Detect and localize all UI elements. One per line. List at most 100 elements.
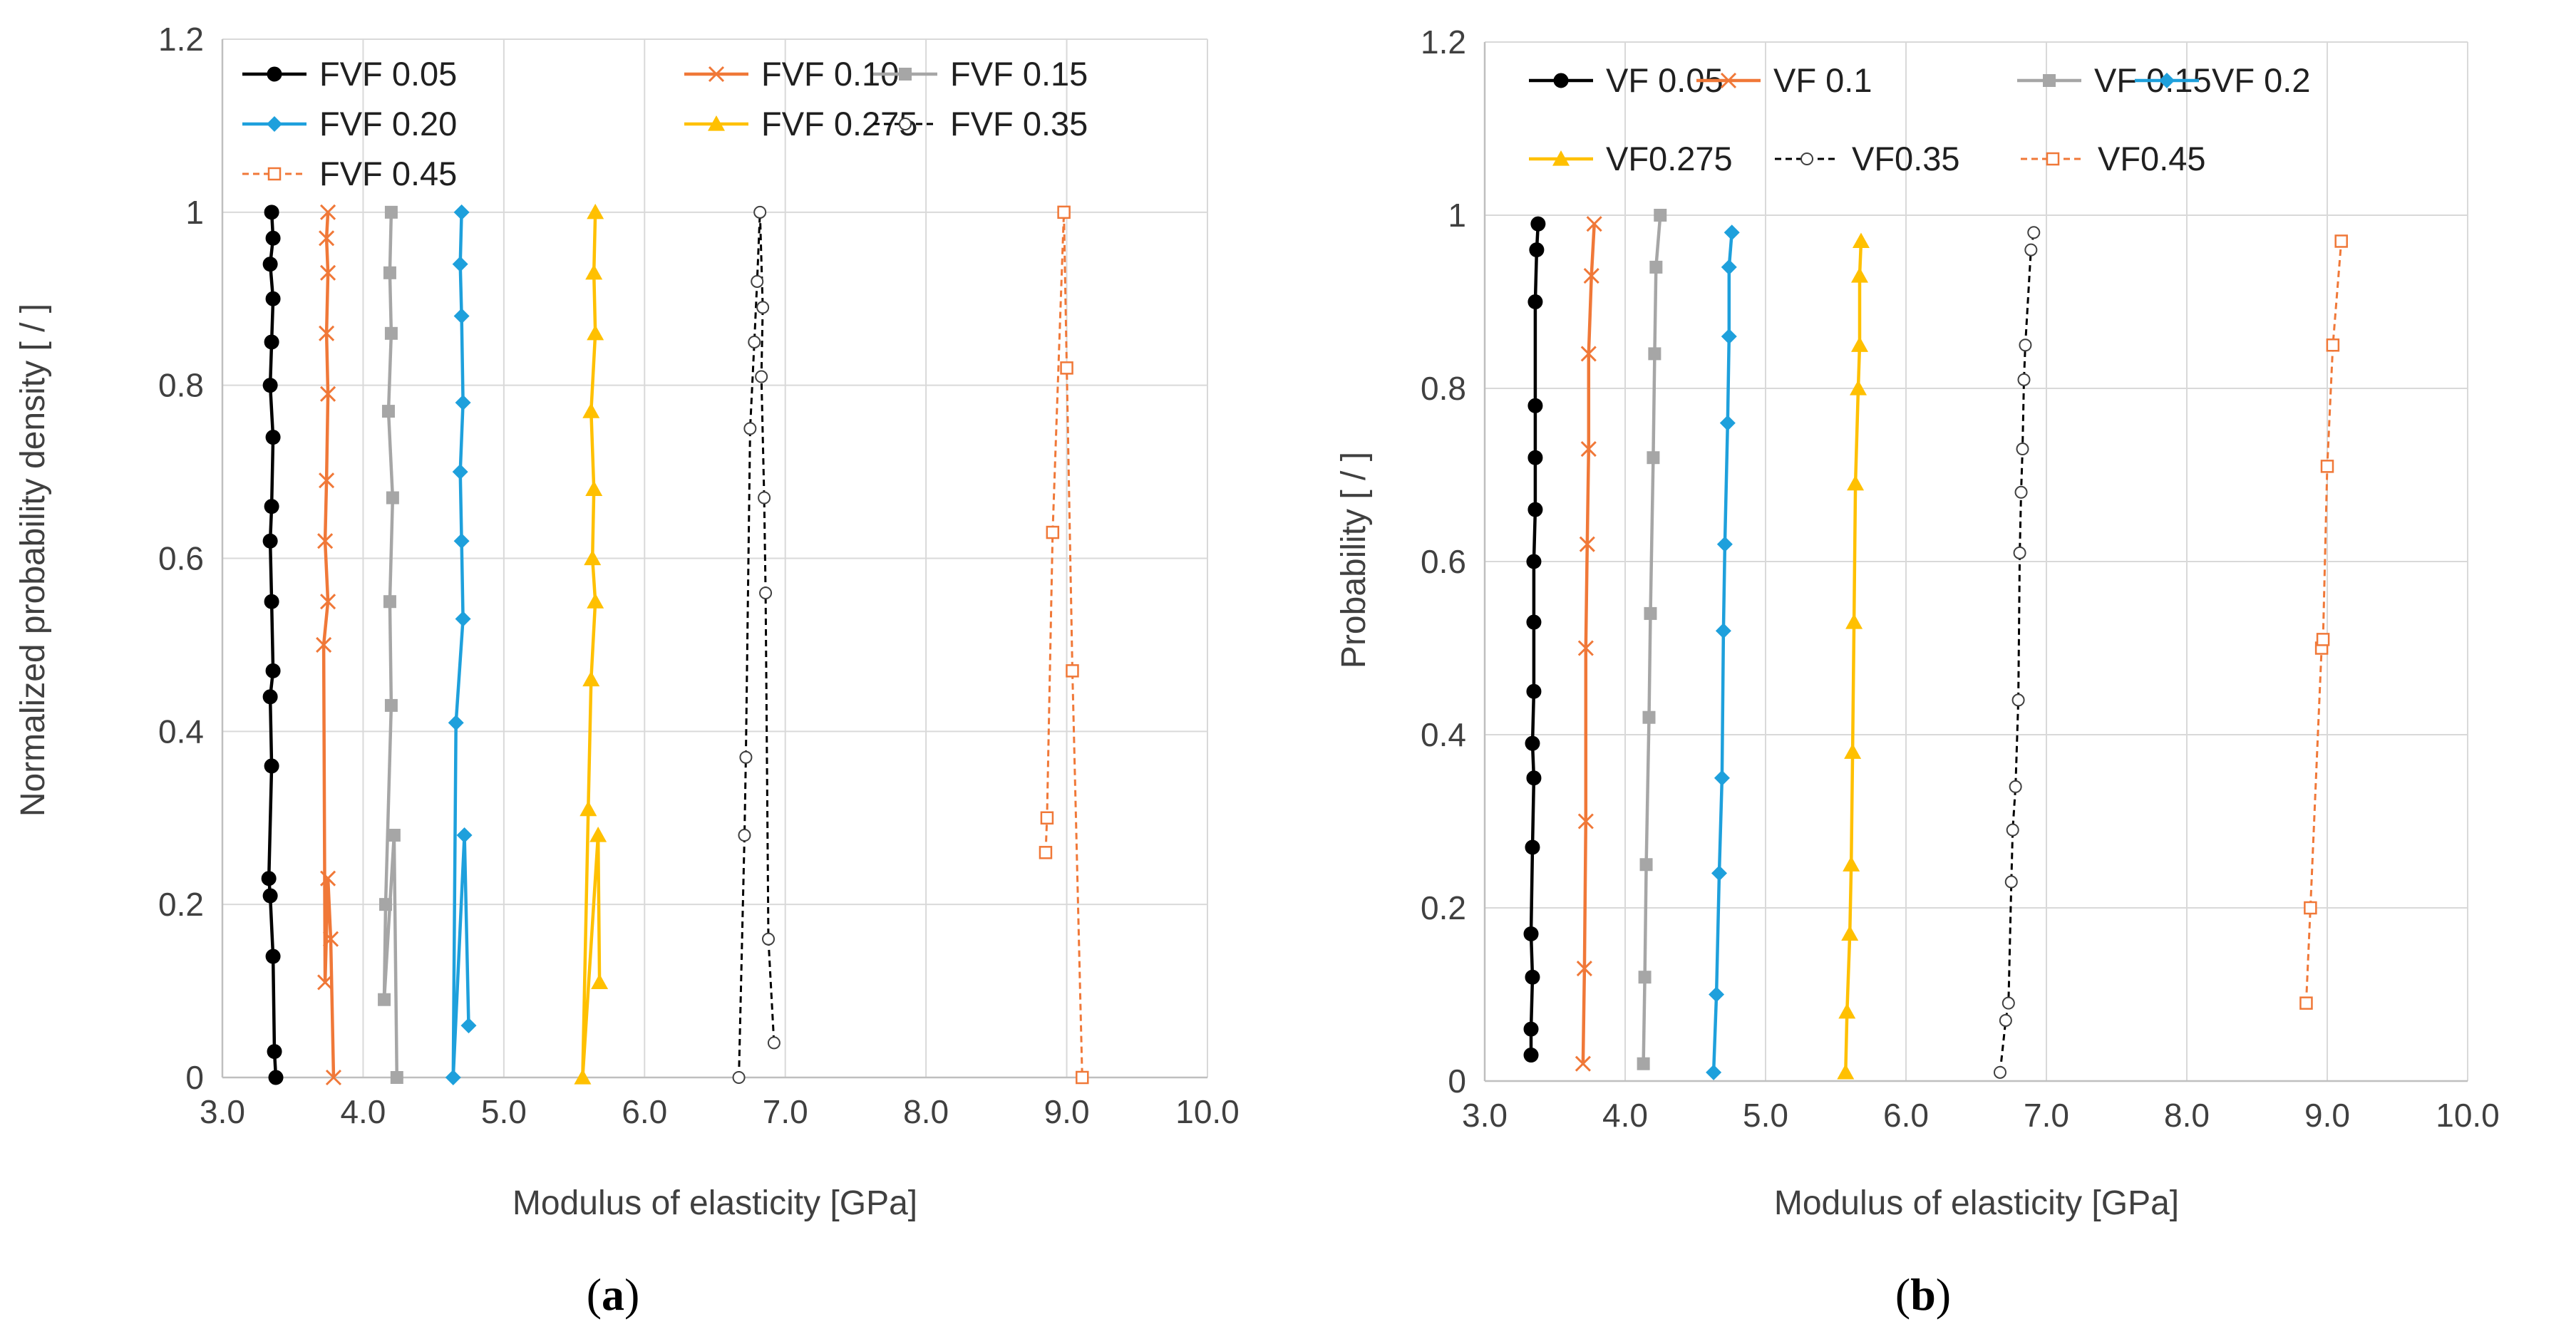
panel-b-series-1-point (1579, 536, 1595, 552)
panel-a-caption: (a) (587, 1269, 640, 1320)
panel-a-series-5-point (756, 301, 770, 314)
panel-b-x-tick-label: 5.0 (1743, 1097, 1788, 1134)
panel-b-series-2-point (1644, 606, 1657, 620)
panel-b-series-0-point (1526, 683, 1542, 699)
panel-b-series-5-point (1993, 1065, 2006, 1079)
panel-a-y-tick-label: 0.6 (158, 540, 204, 577)
panel-a-series-2-point (379, 898, 393, 911)
panel-a-series-0-point (262, 378, 278, 393)
panel-b-series-0-point (1529, 242, 1545, 258)
panel-a-series-4-point (582, 403, 600, 418)
panel-a-series-1-point (317, 974, 334, 991)
panel-b-series-5-point (2013, 546, 2026, 559)
panel-a-series-0-point (265, 430, 281, 445)
panel-a-series-6-point (1076, 1070, 1089, 1085)
panel-a-series-1-point (322, 931, 339, 947)
panel-a-legend-marker-0 (267, 66, 282, 82)
panel-a-series-0-point (268, 1070, 284, 1085)
panel-b-x-tick-label: 6.0 (1883, 1097, 1929, 1134)
panel-a-series-5-point (743, 422, 757, 435)
panel-a-series-2-point (390, 1071, 403, 1084)
panel-a-legend-label-2: FVF 0.15 (950, 55, 1088, 93)
panel-a-series-4-point (584, 549, 602, 566)
panel-a-series-0-point (265, 948, 281, 964)
panel-b-series-4-point (1843, 856, 1860, 872)
panel-a-series-2-point (387, 829, 401, 842)
panel-b-x-axis-title: Modulus of elasticity [GPa] (1774, 1184, 2179, 1222)
panel-a-y-tick-label: 1 (185, 194, 204, 231)
panel-a-series-5-point (751, 274, 764, 288)
panel-b-y-tick-label: 0.8 (1421, 370, 1466, 407)
panel-b-legend-label-5: VF0.35 (1852, 140, 1960, 177)
panel-b-series-1-point (1580, 346, 1597, 362)
panel-b-x-tick-labels: 3.0 4.0 5.0 6.0 7.0 8.0 9.0 10.0 (1462, 1097, 2500, 1134)
panel-b-series-2-point (1649, 260, 1663, 274)
panel-b-x-tick-label: 8.0 (2164, 1097, 2210, 1134)
panel-a-series-3-point (453, 308, 470, 324)
panel-a-series-3-point (453, 533, 470, 549)
panel-a-legend-marker-4 (708, 115, 725, 131)
panel-a-y-tick-label: 0.2 (158, 886, 204, 923)
panel-a-series-4 (574, 203, 609, 1085)
panel-b-series-5-point (2016, 443, 2029, 456)
panel-a-series-6-point (1066, 664, 1079, 678)
panel-b-legend-label-3: VF 0.2 (2212, 61, 2310, 99)
panel-a-legend-label-4: FVF 0.275 (761, 105, 917, 143)
panel-a-series-5-point (753, 205, 767, 219)
panel-a-x-axis-title: Modulus of elasticity [GPa] (512, 1184, 917, 1222)
panel-a-series-0-point (264, 499, 279, 515)
panel-b-legend-label-4: VF0.275 (1606, 140, 1733, 177)
panel-a-series-0-point (261, 871, 277, 886)
panel-a-y-axis-title: Normalized probability density [ / ] (14, 304, 52, 817)
panel-b-legend-item-4: VF0.275 (1529, 140, 1733, 177)
panel-a-legend-marker-1 (708, 66, 725, 83)
panel-a-series-3-point (460, 1018, 477, 1034)
panel-b-series-6 (2299, 234, 2348, 1010)
panel-a-series-1-point (319, 325, 335, 341)
panel-b-series-4-point (1841, 925, 1859, 941)
panel-a-series-1-point (320, 204, 336, 220)
panel-b-series-6-point (2299, 996, 2313, 1010)
panel-b-y-tick-label: 0.6 (1421, 543, 1466, 580)
panel-a-series-2-point (383, 266, 396, 279)
panel-a-series-1 (316, 204, 342, 1086)
panel-a-legend-item-4: FVF 0.275 (684, 105, 917, 143)
panel-a-series-2-point (384, 326, 398, 340)
panel-b-legend-marker-3 (2159, 73, 2175, 88)
panel-a-series-6-point (1057, 205, 1071, 219)
panel-a-series-5-point (758, 491, 771, 505)
panel-a-legend-item-6: FVF 0.45 (242, 155, 457, 192)
panel-a-series-3-point (452, 464, 468, 480)
panel-a-x-tick-label: 9.0 (1044, 1093, 1090, 1130)
panel-b-series-3-point (1715, 623, 1731, 639)
panel-a-series-3-point (452, 256, 468, 272)
panel-a-legend-marker-3 (267, 116, 282, 132)
panel-a-x-tick-label: 10.0 (1175, 1093, 1240, 1130)
panel-a-series-1-point (320, 264, 336, 281)
panel-b-series-3-point (1721, 329, 1737, 345)
panel-a-legend-item-0: FVF 0.05 (242, 55, 457, 93)
panel-a-series-5-point (739, 750, 753, 764)
panel-a-series-0-point (262, 689, 278, 705)
panel-b-series-3-line (1711, 232, 1733, 1072)
panel-b-x-tick-label: 3.0 (1462, 1097, 1508, 1134)
panel-a-series-0-point (264, 205, 279, 220)
panel-a-series-1-point (319, 230, 335, 247)
panel-a-series (261, 203, 1089, 1086)
panel-b-series-4-point (1837, 1063, 1855, 1080)
panel-a-series-5-point (738, 829, 751, 842)
panel-a-series-3-point (448, 715, 464, 731)
panel-b-series-5 (1993, 226, 2041, 1079)
panel-b-x-tick-label: 10.0 (2436, 1097, 2500, 1134)
panel-b-plot-area (1483, 42, 2468, 1082)
panel-a-series-3-point (455, 394, 471, 410)
panel-a-series-2-point (386, 491, 399, 505)
panel-a-series-3-point (445, 1070, 461, 1085)
panel-b-series-1-point (1586, 216, 1602, 232)
panel-b-y-tick-label: 0.2 (1421, 889, 1466, 926)
panel-b-series-4-point (1844, 743, 1862, 759)
panel-b-series-5-point (2024, 243, 2038, 257)
panel-a-legend-label-6: FVF 0.45 (319, 155, 457, 192)
panel-b-series-4-point (1850, 380, 1867, 396)
